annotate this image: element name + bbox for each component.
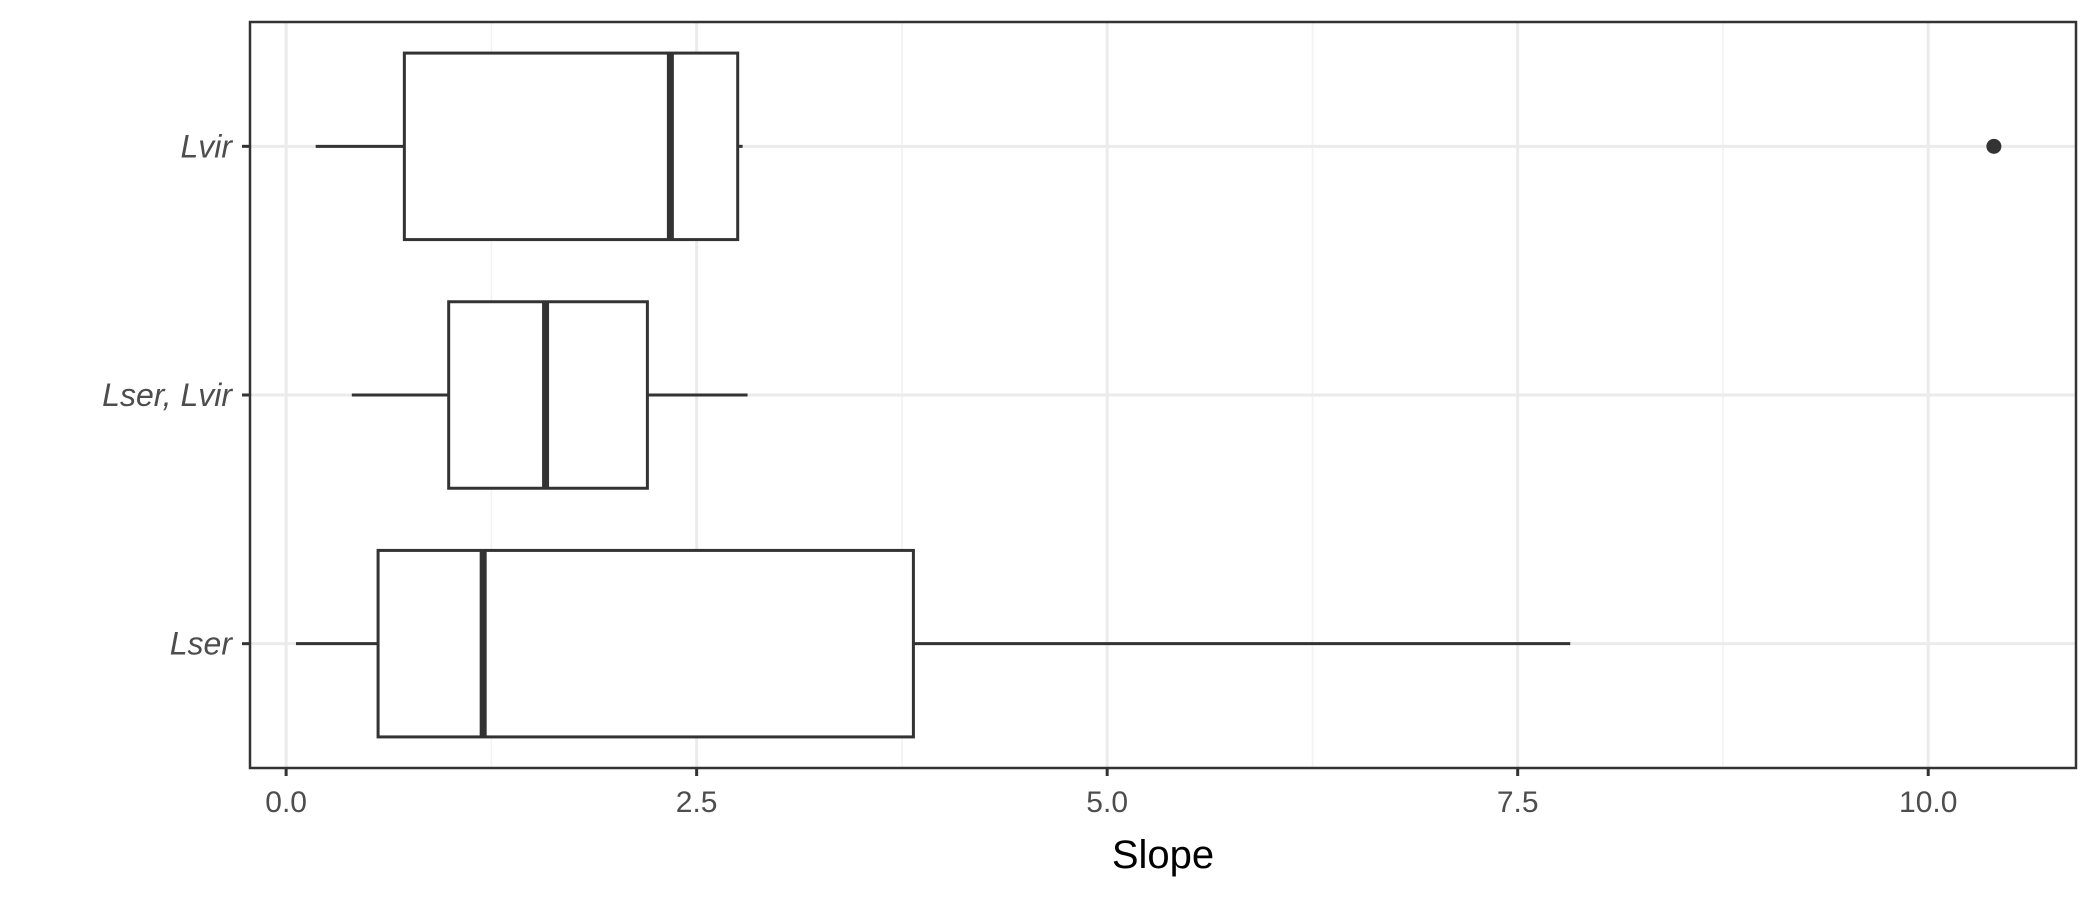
- box-layer: [295, 51, 2002, 739]
- x-tick-label: 0.0: [265, 786, 307, 819]
- y-tick-label: Lvir: [180, 128, 233, 164]
- box-lvir: [402, 51, 740, 242]
- outlier-point-lvir: [1986, 138, 2002, 154]
- x-tick-label: 5.0: [1086, 786, 1128, 819]
- box-lser: [376, 548, 915, 739]
- x-tick-label: 2.5: [676, 786, 718, 819]
- y-tick-label: Lser, Lvir: [102, 377, 233, 413]
- x-tick-label: 10.0: [1899, 786, 1957, 819]
- axis-layer: 0.0 2.5 5.0 7.5 10.0 Lvir Lser, Lvir Lser: [102, 128, 1957, 819]
- x-axis-title: Slope: [1112, 833, 1214, 877]
- x-tick-label: 7.5: [1497, 786, 1539, 819]
- y-tick-label: Lser: [170, 626, 234, 662]
